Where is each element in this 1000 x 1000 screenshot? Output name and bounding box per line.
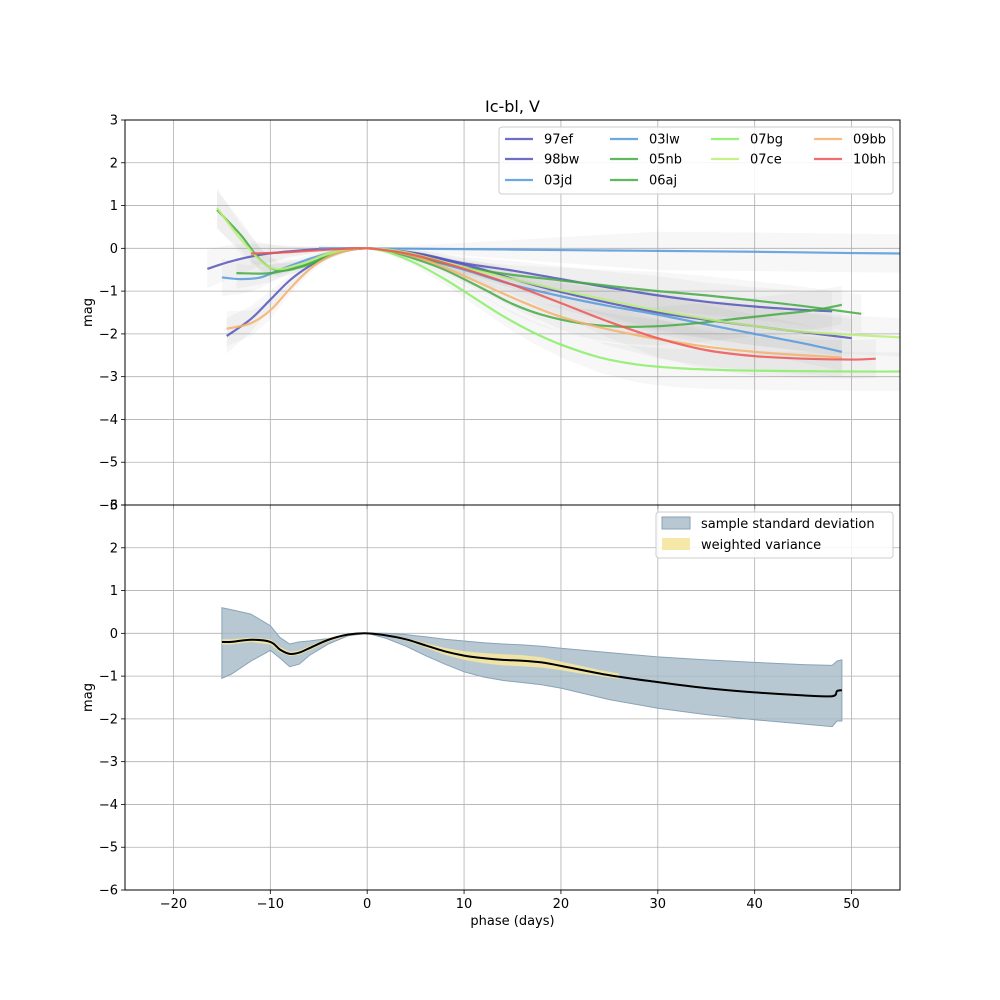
y-tick-label: −6 (99, 499, 118, 514)
y-tick-label: 0 (110, 242, 118, 257)
y-tick-label: −3 (99, 755, 118, 770)
legend-label-98bw: 98bw (544, 153, 580, 168)
legend-label-09bb: 09bb (853, 133, 886, 148)
x-tick-label: −10 (257, 897, 284, 912)
series-line-10bh (250, 247, 876, 361)
x-tick-label: 20 (553, 897, 570, 912)
top-y-axis-label: mag (81, 298, 96, 327)
y-tick-label: 2 (110, 541, 118, 556)
y-tick-label: −1 (99, 285, 118, 300)
y-tick-label: 3 (110, 499, 118, 514)
x-tick-label: 0 (363, 897, 371, 912)
y-tick-label: −2 (99, 712, 118, 727)
mean-line (221, 632, 843, 698)
x-tick-label: 30 (650, 897, 667, 912)
legend-label-97ef: 97ef (544, 133, 574, 148)
series-band-05nb (236, 248, 862, 333)
y-tick-label: 2 (110, 156, 118, 171)
bottom-legend: sample standard deviation weighted varian… (655, 511, 894, 559)
top-panel: Ic-bl, V −6 −5 −4 −3 −2 −1 0 1 2 3 mag 97ef 98bw 03… (81, 97, 901, 514)
top-ticks: −6 −5 −4 −3 −2 −1 0 1 2 3 (99, 114, 852, 514)
top-series-lines (207, 207, 900, 373)
legend-label-10bh: 10bh (853, 153, 886, 168)
legend-box (498, 126, 894, 195)
legend-label-variance: weighted variance (701, 538, 821, 553)
legend-label-07ce: 07ce (750, 153, 782, 168)
series-line-07ce (216, 207, 900, 339)
y-tick-label: 1 (110, 584, 118, 599)
y-tick-label: 3 (110, 114, 118, 129)
series-band-97ef (207, 243, 833, 331)
legend-label-05nb: 05nb (649, 153, 682, 168)
top-legend: 97ef 98bw 03jd 03lw 05nb 06aj 07bg 07ce 09bb 10bh (498, 126, 894, 195)
x-tick-label: 50 (843, 897, 860, 912)
y-tick-label: 1 (110, 199, 118, 214)
series-line-09bb (226, 247, 842, 359)
y-tick-label: −3 (99, 370, 118, 385)
variance-band (221, 633, 620, 679)
series-band-07ce (217, 188, 900, 357)
y-tick-label: −4 (99, 413, 118, 428)
legend-label-03lw: 03lw (649, 133, 680, 148)
legend-label-03jd: 03jd (544, 174, 572, 189)
y-tick-label: −5 (99, 456, 118, 471)
series-band-06aj (217, 190, 842, 346)
bottom-mean-line (221, 632, 843, 698)
legend-swatch-variance (662, 538, 690, 550)
y-tick-label: −6 (99, 884, 118, 899)
series-band-03jd (221, 248, 842, 372)
x-tick-label: 10 (456, 897, 473, 912)
series-band-98bw (226, 248, 852, 358)
y-tick-label: −4 (99, 798, 118, 813)
legend-label-07bg: 07bg (750, 133, 783, 148)
legend-label-06aj: 06aj (649, 174, 677, 189)
y-tick-label: 0 (110, 627, 118, 642)
legend-swatch-std (661, 516, 691, 530)
series-band-03lw (318, 231, 900, 273)
y-tick-label: −5 (99, 841, 118, 856)
chart-title: Ic-bl, V (485, 97, 540, 116)
series-band-10bh (250, 240, 876, 379)
x-axis-label: phase (days) (470, 914, 554, 929)
x-tick-label: 40 (746, 897, 763, 912)
y-tick-label: −2 (99, 327, 118, 342)
y-tick-label: −1 (99, 670, 118, 685)
legend-box (655, 511, 894, 559)
x-tick-label: −20 (160, 897, 187, 912)
bottom-axes-frame (124, 504, 901, 891)
legend-label-std: sample standard deviation (701, 517, 875, 532)
bottom-y-axis-label: mag (81, 683, 96, 712)
